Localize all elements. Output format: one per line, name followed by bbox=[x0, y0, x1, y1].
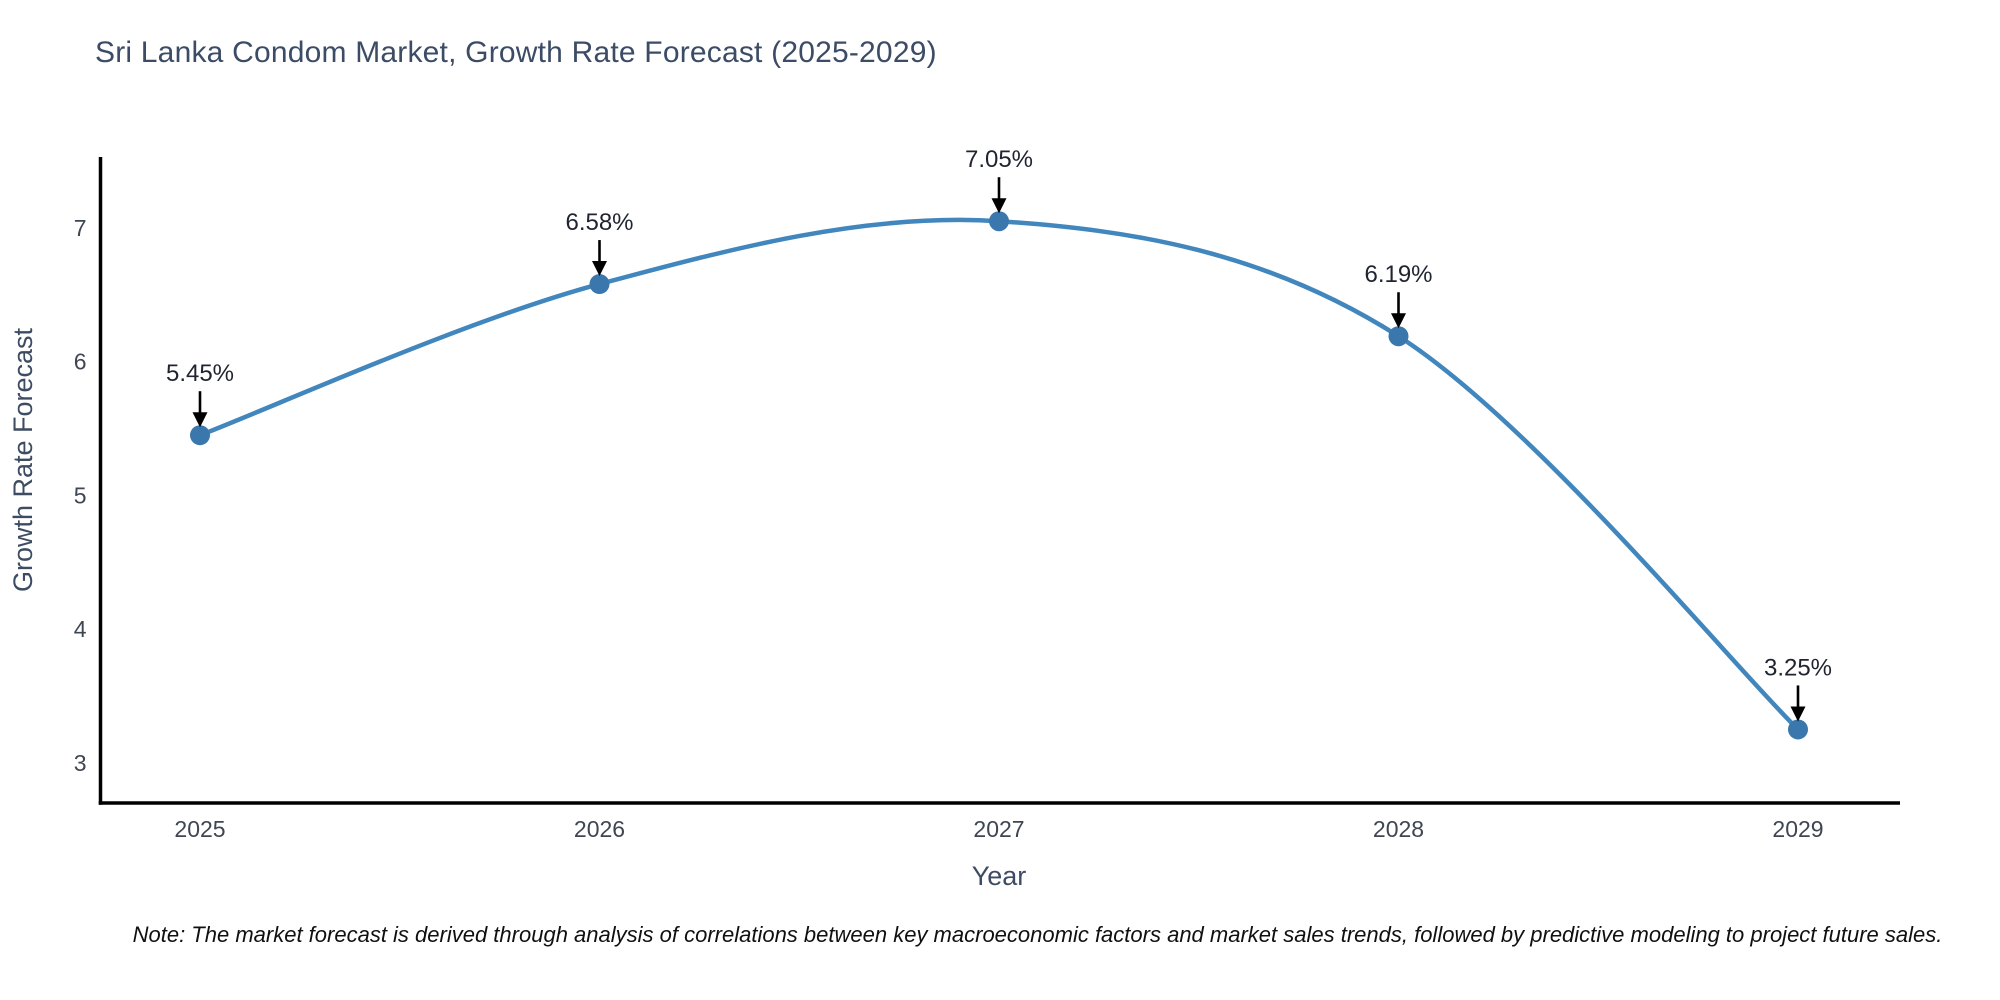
x-axis-title: Year bbox=[972, 861, 1027, 891]
chart-footnote: Note: The market forecast is derived thr… bbox=[132, 922, 1943, 947]
y-axis-tick-label: 4 bbox=[74, 616, 87, 642]
y-axis-tick-label: 3 bbox=[74, 750, 87, 776]
x-axis-tick-label: 2026 bbox=[574, 816, 625, 842]
annotation-arrowhead-icon bbox=[991, 198, 1007, 214]
trend-line bbox=[197, 217, 1801, 732]
x-axis-tick-label: 2028 bbox=[1373, 816, 1424, 842]
chart-title: Sri Lanka Condom Market, Growth Rate For… bbox=[95, 36, 937, 69]
data-point-2029 bbox=[1788, 719, 1808, 740]
x-axis-tick-label: 2027 bbox=[973, 816, 1024, 842]
y-axis-tick-label: 6 bbox=[74, 349, 87, 375]
annotation-arrowhead-icon bbox=[1391, 313, 1406, 329]
data-point-2028 bbox=[1388, 326, 1409, 347]
annotation-arrowhead-icon bbox=[1790, 706, 1806, 722]
annotation-arrowhead-icon bbox=[592, 261, 607, 277]
point-annotation-label: 5.45% bbox=[166, 360, 234, 387]
point-annotation-label: 3.25% bbox=[1764, 654, 1832, 681]
point-annotation-label: 6.19% bbox=[1364, 261, 1432, 288]
point-annotation-label: 6.58% bbox=[565, 209, 633, 236]
data-point-2027 bbox=[989, 211, 1009, 232]
x-axis-tick-label: 2029 bbox=[1772, 816, 1823, 842]
point-annotation-label: 7.05% bbox=[965, 146, 1033, 173]
y-axis-title: Growth Rate Forecast bbox=[8, 327, 38, 592]
x-axis-tick-label: 2025 bbox=[174, 816, 225, 842]
data-point-2025 bbox=[190, 425, 210, 446]
y-axis-tick-label: 7 bbox=[74, 215, 87, 241]
y-axis-tick-label: 5 bbox=[74, 482, 87, 508]
data-point-2026 bbox=[589, 274, 610, 295]
annotation-arrowhead-icon bbox=[192, 412, 208, 428]
